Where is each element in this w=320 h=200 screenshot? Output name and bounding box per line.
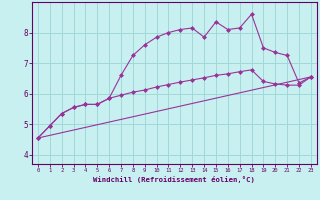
X-axis label: Windchill (Refroidissement éolien,°C): Windchill (Refroidissement éolien,°C) — [93, 176, 255, 183]
